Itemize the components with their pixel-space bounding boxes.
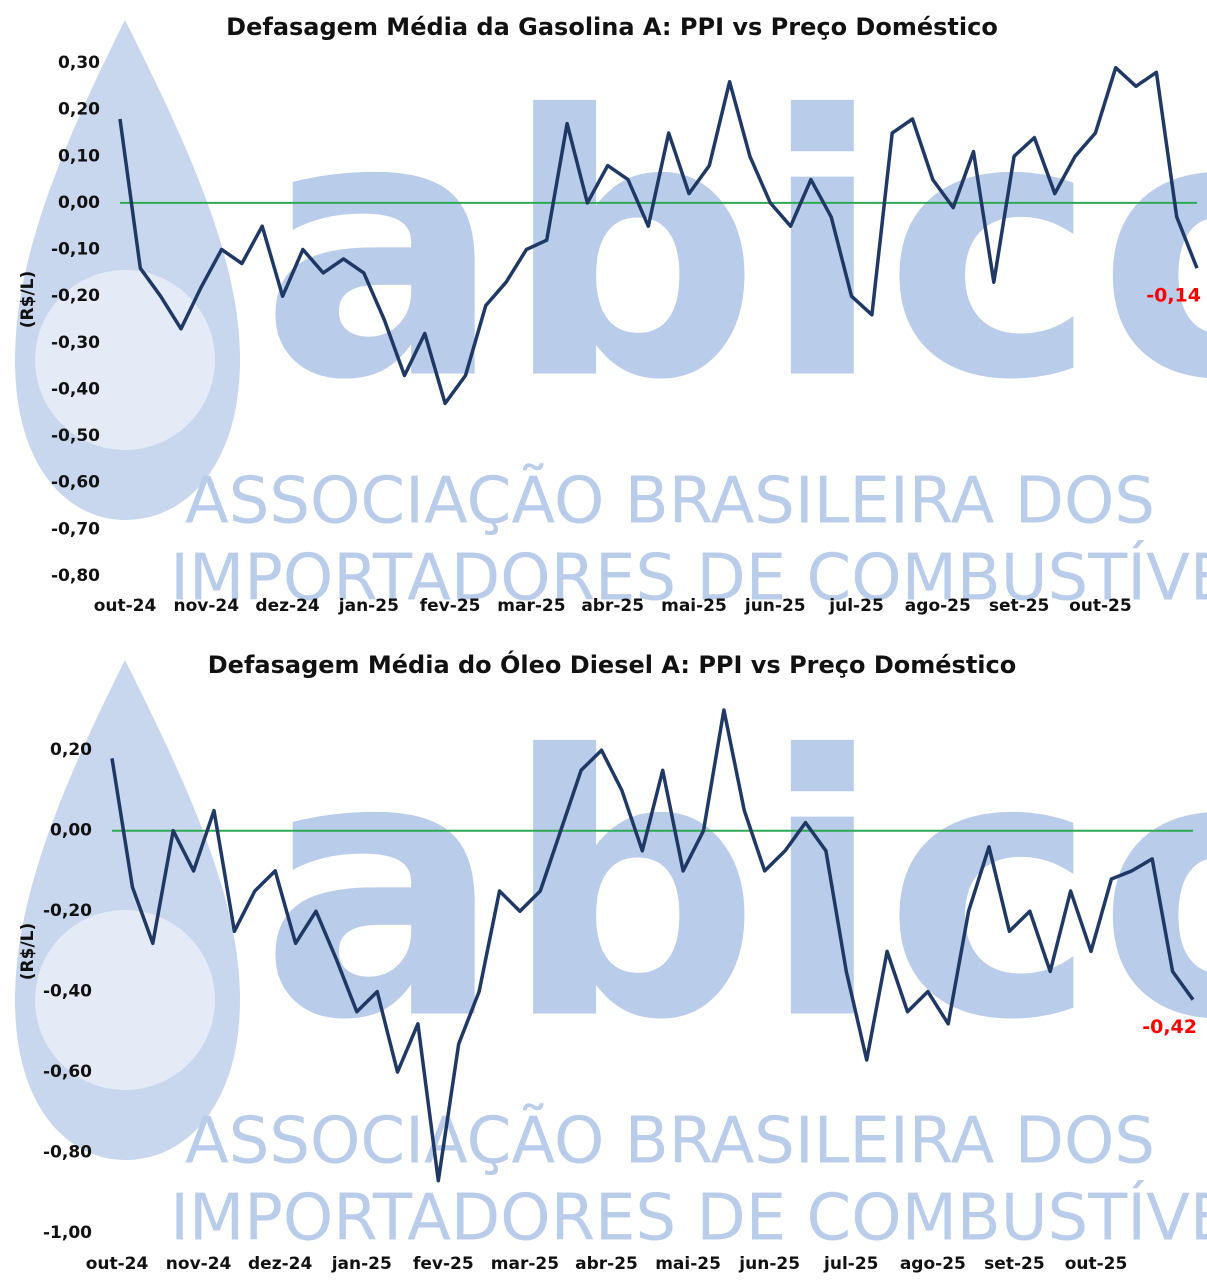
x-tick-label: dez-24 [255, 596, 319, 616]
x-tick-label: ago-25 [905, 596, 971, 616]
x-tick-label: ago-25 [900, 1254, 966, 1274]
watermark-logo: abicom [260, 679, 1207, 1098]
x-tick-label: fev-25 [420, 596, 481, 616]
chart-title: Defasagem Média do Óleo Diesel A: PPI vs… [208, 649, 1017, 679]
x-tick-label: mar-25 [497, 596, 565, 616]
y-tick-label: -0,70 [51, 519, 100, 539]
x-tick-label: mai-25 [655, 1254, 721, 1274]
y-tick-label: -0,80 [51, 566, 100, 586]
y-tick-label: 0,20 [50, 740, 92, 760]
y-tick-label: -0,30 [51, 333, 100, 353]
y-tick-label: -0,50 [51, 426, 100, 446]
x-tick-label: out-24 [86, 1254, 149, 1274]
x-tick-label: jan-25 [331, 1254, 392, 1274]
data-line [118, 65, 1199, 406]
data-line [110, 708, 1195, 1183]
x-tick-label: jul-25 [823, 1254, 878, 1274]
x-tick-label: abr-25 [581, 596, 644, 616]
x-tick-label: fev-25 [413, 1254, 474, 1274]
value-label: -0,42 [1142, 1016, 1197, 1038]
x-tick-label: mai-25 [661, 596, 727, 616]
x-tick-label: abr-25 [575, 1254, 638, 1274]
x-tick-label: mar-25 [491, 1254, 559, 1274]
y-tick-label: -0,60 [51, 473, 100, 493]
y-tick-label: 0,10 [58, 146, 100, 166]
x-tick-label: out-25 [1065, 1254, 1128, 1274]
y-axis-label: (R$/L) [18, 271, 38, 329]
x-tick-label: jun-25 [738, 1254, 800, 1274]
y-axis-label: (R$/L) [18, 923, 38, 981]
y-tick-label: -0,40 [43, 982, 92, 1002]
x-tick-label: jun-25 [744, 596, 806, 616]
watermark-drop [15, 20, 240, 1160]
y-tick-label: -0,80 [43, 1143, 92, 1163]
y-tick-label: 0,20 [58, 100, 100, 120]
y-tick-label: 0,00 [50, 821, 92, 841]
y-tick-label: -1,00 [43, 1223, 92, 1243]
y-tick-label: -0,20 [51, 286, 100, 306]
x-tick-label: nov-24 [166, 1254, 232, 1274]
x-tick-label: dez-24 [248, 1254, 312, 1274]
x-tick-label: jan-25 [338, 596, 399, 616]
y-tick-label: 0,30 [58, 53, 100, 73]
x-tick-label: set-25 [989, 596, 1050, 616]
watermark-text: ASSOCIAÇÃO BRASILEIRA DOS [185, 464, 1155, 539]
x-tick-label: set-25 [984, 1254, 1045, 1274]
y-tick-label: 0,00 [58, 193, 100, 213]
watermark-text: IMPORTADORES DE COMBUSTÍVEIS [170, 540, 1207, 616]
watermark-logo: abicom [260, 39, 1207, 458]
watermark-text: IMPORTADORES DE COMBUSTÍVEIS [170, 1180, 1207, 1256]
y-tick-label: -0,60 [43, 1062, 92, 1082]
y-tick-label: -0,10 [51, 240, 100, 260]
x-tick-label: out-25 [1069, 596, 1132, 616]
y-tick-label: -0,40 [51, 379, 100, 399]
x-tick-label: out-24 [94, 596, 157, 616]
x-tick-label: jul-25 [828, 596, 883, 616]
chart-title: Defasagem Média da Gasolina A: PPI vs Pr… [226, 13, 998, 41]
value-label: -0,14 [1146, 285, 1201, 307]
watermark-text: ASSOCIAÇÃO BRASILEIRA DOS [185, 1104, 1155, 1179]
y-tick-label: -0,20 [43, 901, 92, 921]
x-tick-label: nov-24 [173, 596, 239, 616]
